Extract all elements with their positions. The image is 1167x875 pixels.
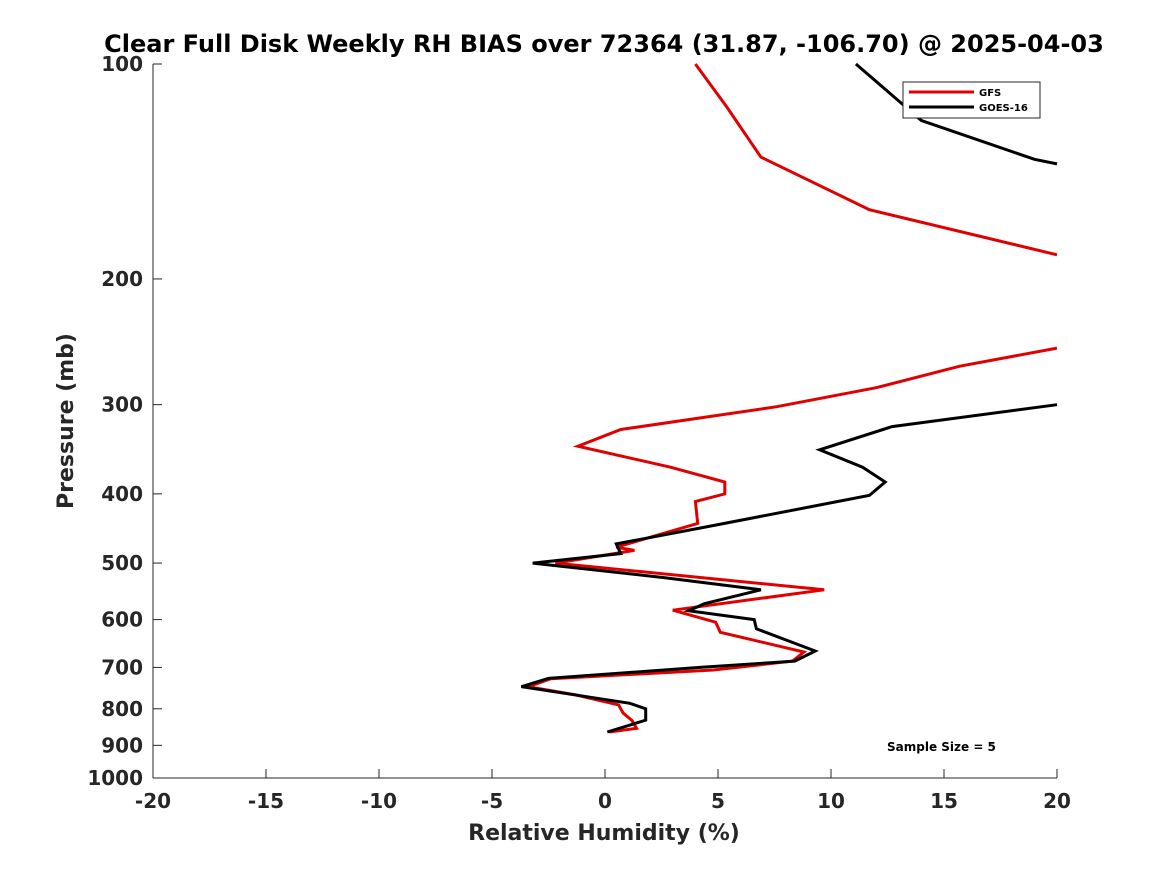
y-tick-label: 900 — [101, 733, 143, 757]
y-tick-label: 600 — [101, 608, 143, 632]
sample-size-annotation: Sample Size = 5 — [887, 740, 996, 754]
y-tick-label: 200 — [101, 267, 143, 291]
y-tick-label: 800 — [101, 697, 143, 721]
legend: GFS GOES-16 — [902, 81, 1041, 119]
y-tick-label: 700 — [101, 655, 143, 679]
y-axis-label: Pressure (mb) — [54, 333, 79, 509]
y-tick-label: 300 — [101, 393, 143, 417]
x-tick-label: -15 — [248, 789, 284, 813]
x-tick-label: 0 — [598, 789, 612, 813]
y-tick-label: 1000 — [87, 766, 143, 790]
legend-label-goes16: GOES-16 — [979, 103, 1028, 114]
x-tick-label: -20 — [135, 789, 171, 813]
series-layer — [520, 62, 1058, 734]
chart-title: Clear Full Disk Weekly RH BIAS over 7236… — [104, 30, 1104, 58]
x-tick-label: -5 — [481, 789, 503, 813]
x-axis-ticks: -20 -15 -10 -5 0 5 10 15 20 — [135, 769, 1071, 813]
legend-box — [902, 81, 1041, 119]
y-tick-label: 400 — [101, 482, 143, 506]
x-axis-label: Relative Humidity (%) — [468, 821, 740, 846]
y-tick-label: 500 — [101, 551, 143, 575]
x-tick-label: 15 — [930, 789, 958, 813]
series-line-goes16 — [520, 62, 1058, 734]
plot-area — [153, 64, 1057, 778]
x-tick-label: 5 — [711, 789, 725, 813]
x-tick-label: 20 — [1043, 789, 1071, 813]
y-tick-label: 100 — [101, 52, 143, 76]
x-tick-label: 10 — [817, 789, 845, 813]
y-axis-ticks: 100 200 300 400 500 600 700 800 900 1000 — [87, 52, 162, 790]
legend-label-gfs: GFS — [979, 88, 1001, 99]
x-tick-label: -10 — [361, 789, 397, 813]
